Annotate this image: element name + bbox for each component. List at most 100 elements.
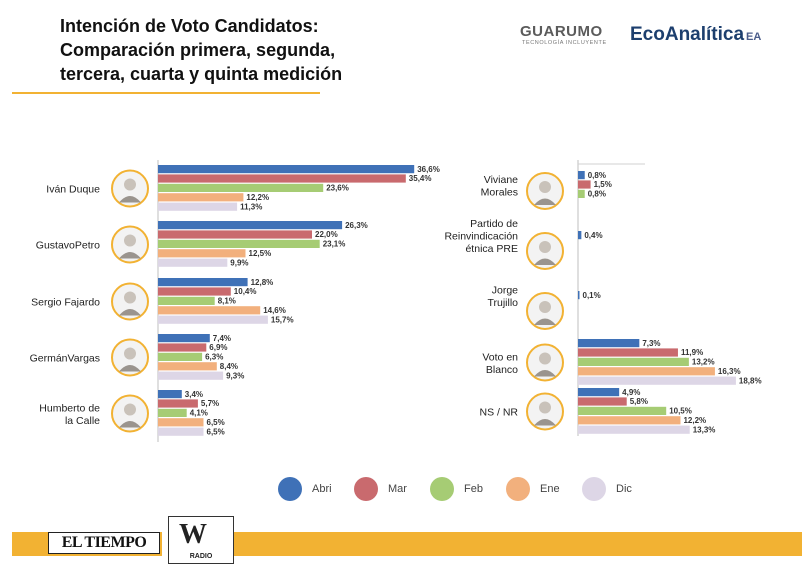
category-germanvargas: GermánVargas 7,4%6,9%6,3%8,4%9,3%	[30, 334, 245, 381]
ecoanalitica-logo: EcoAnalítica EA	[630, 24, 761, 46]
title-line-2: Comparación primera, segunda,	[60, 40, 336, 60]
bar-partido-de-reinvindicacion-etnica-pre-abri	[578, 231, 582, 240]
category-label: Iván Duque	[46, 184, 100, 196]
legend-label-feb: Feb	[464, 483, 483, 495]
data-label: 26,3%	[345, 221, 368, 230]
legend-item-ene: Ene	[506, 477, 564, 501]
bar-sergio-fajardo-feb	[158, 296, 215, 305]
candidate-photo	[111, 394, 149, 433]
data-label: 6,9%	[209, 343, 227, 352]
legend-swatch-ene	[506, 477, 530, 501]
category-label: Morales	[481, 186, 518, 198]
data-label: 13,2%	[692, 358, 715, 367]
bar-voto-en-blanco-mar	[578, 348, 678, 357]
legend-swatch-feb	[430, 477, 454, 501]
photo-head	[539, 241, 551, 253]
category-ns-nr: NS / NR 4,9%5,8% 10,5%12,2%13,3%	[479, 388, 715, 435]
data-label: 0,4%	[584, 231, 602, 240]
bar-gustavopetro-mar	[158, 230, 312, 239]
bar-ivan-duque-mar	[158, 174, 406, 183]
bar-humberto-de-la-calle-feb	[158, 408, 187, 417]
legend-label-abri: Abri	[312, 483, 332, 495]
bar-ivan-duque-feb	[158, 183, 324, 192]
bar-humberto-de-la-calle-ene	[158, 418, 204, 427]
footer-accent-bar	[232, 532, 802, 556]
guarumo-logo: GUARUMO TECNOLOGÍA INCLUYENTE	[520, 24, 616, 50]
category-label: Sergio Fajardo	[31, 297, 100, 309]
bar-sergio-fajardo-ene	[158, 306, 261, 315]
data-label: 15,7%	[271, 315, 294, 324]
ecoanalitica-logo-word: EcoAnalítica	[630, 24, 745, 45]
data-label: 5,8%	[630, 397, 648, 406]
bar-viviane-morales-feb	[578, 189, 585, 198]
legend-label-dic: Dic	[616, 483, 632, 495]
bar-germanvargas-ene	[158, 362, 217, 371]
bar-ns-nr-dic	[578, 425, 690, 434]
bar-germanvargas-dic	[158, 371, 224, 380]
data-label: 23,6%	[326, 184, 349, 193]
photo-shoulders	[534, 258, 556, 265]
bar-sergio-fajardo-mar	[158, 287, 231, 296]
data-label: 10,4%	[234, 287, 257, 296]
data-label: 6,3%	[205, 353, 223, 362]
category-label: la Calle	[65, 415, 100, 427]
category-label: Trujillo	[487, 297, 518, 309]
bar-viviane-morales-abri	[578, 171, 585, 180]
data-label: 13,3%	[693, 425, 716, 434]
data-label: 12,5%	[249, 249, 272, 258]
title-line-3: tercera, cuarta y quinta medición	[60, 64, 343, 84]
photo-shoulders	[119, 252, 141, 259]
legend-item-feb: Feb	[430, 477, 488, 501]
legend-label-mar: Mar	[388, 483, 407, 495]
bar-ns-nr-abri	[578, 388, 620, 397]
bar-ivan-duque-ene	[158, 193, 244, 202]
photo-shoulders	[119, 365, 141, 372]
chart-legend: Abri Mar Feb Ene Dic	[278, 476, 658, 502]
data-label: 14,6%	[263, 306, 286, 315]
bar-voto-en-blanco-dic	[578, 376, 736, 385]
photo-head	[124, 347, 136, 360]
bar-sergio-fajardo-dic	[158, 315, 268, 324]
photo-head	[124, 403, 136, 416]
category-ivan-duque: Iván Duque 36,6%35,4% 23,6% 12,2%11,3%	[46, 165, 440, 212]
legend-swatch-dic	[582, 477, 606, 501]
category-label: Viviane	[484, 174, 518, 186]
bar-sergio-fajardo-abri	[158, 278, 248, 287]
data-label: 18,8%	[739, 376, 762, 385]
photo-head	[539, 352, 551, 365]
data-label: 3,4%	[185, 390, 203, 399]
candidate-photo	[526, 392, 564, 431]
data-label: 8,4%	[220, 362, 238, 371]
bar-gustavopetro-dic	[158, 258, 228, 267]
page-title: Intención de Voto Candidatos: Comparació…	[60, 14, 360, 86]
data-label: 6,5%	[207, 427, 225, 436]
bar-voto-en-blanco-feb	[578, 357, 689, 366]
bar-germanvargas-mar	[158, 343, 207, 352]
data-label: 12,8%	[251, 278, 274, 287]
data-label: 12,2%	[246, 193, 269, 202]
data-label: 5,7%	[201, 399, 219, 408]
bar-voto-en-blanco-abri	[578, 339, 640, 348]
bar-voto-en-blanco-ene	[578, 367, 715, 376]
photo-shoulders	[119, 309, 141, 316]
photo-shoulders	[534, 318, 556, 325]
bar-germanvargas-feb	[158, 352, 203, 361]
bar-ivan-duque-abri	[158, 165, 415, 174]
candidate-photo	[111, 282, 149, 321]
legend-label-ene: Ene	[540, 483, 560, 495]
data-label: 0,8%	[588, 171, 606, 180]
data-label: 36,6%	[417, 165, 440, 174]
data-label: 0,8%	[588, 190, 606, 199]
bar-gustavopetro-feb	[158, 239, 320, 248]
photo-head	[124, 291, 136, 304]
w-radio-logo-label: RADIO	[189, 553, 213, 560]
bar-gustavopetro-abri	[158, 221, 343, 230]
data-label: 8,1%	[218, 297, 236, 306]
data-label: 11,9%	[681, 348, 703, 357]
data-label: 35,4%	[409, 174, 432, 183]
bar-ns-nr-feb	[578, 406, 667, 415]
candidate-photo	[111, 225, 149, 264]
photo-shoulders	[534, 198, 556, 205]
